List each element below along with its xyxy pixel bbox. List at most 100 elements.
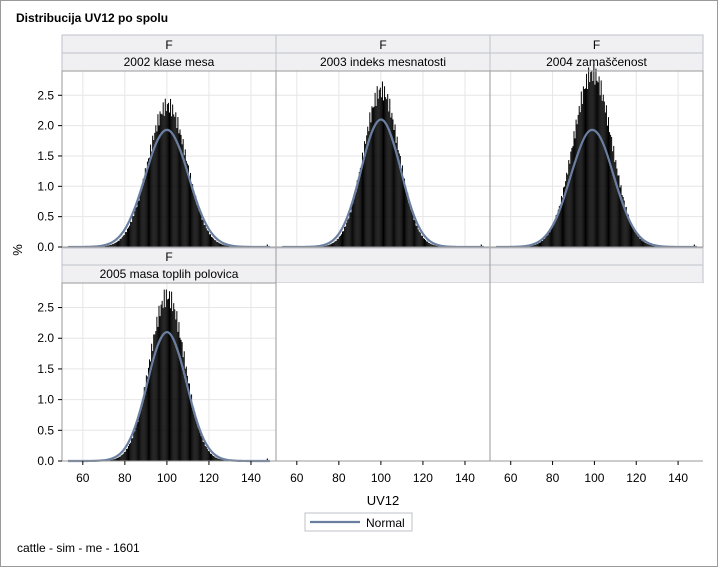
panel-2-bar [415,225,417,247]
panel-1-bar [192,184,194,247]
panel-2-bar [333,242,335,247]
panel-1-bar [225,245,227,247]
panel-3-bar [611,136,613,247]
panel-4-bar [188,383,190,461]
panel-3-bar [563,187,565,247]
panel-4-bar [266,458,268,461]
panel-3-bar [533,244,535,247]
panel-4-bar [170,308,172,461]
panel-3-bar [637,236,639,247]
panel-3-bar [578,106,580,247]
panel-3-bar [556,214,558,247]
panel-3-bar [629,222,631,247]
y-tick-label: 2.0 [37,119,54,133]
panel-1-bar [135,207,137,247]
panel-3-bar [613,145,615,247]
panel-4-bar [186,375,188,461]
panel-2-bar [392,119,394,247]
panel-4-bar [126,448,128,461]
panel-12-sex-header [275,247,491,266]
panel-13-trait-header [489,264,704,284]
panel-2-bar [406,192,408,247]
panel-3-bar [610,134,612,247]
panel-3-bar [616,168,618,247]
panel-4-bar [130,442,132,461]
panel-1-bar [172,104,174,247]
panel-2-bar [421,235,423,247]
panel-3-bar [646,243,648,247]
panel-2-bar [428,242,430,247]
panel-3-bar [560,195,562,247]
panel-3-bar [590,72,592,247]
panel-3-bar [545,237,547,247]
panel-2-bar [378,89,380,248]
panel-1-bar [162,102,164,248]
panel-3-bar [588,67,590,247]
panel-2-bar [345,226,347,247]
panel-2-bar [400,168,402,247]
panel-1-bar [206,230,208,247]
panel-2-bar [431,244,433,247]
panel-2-bar [337,238,339,247]
panel-4-bar [204,445,206,461]
panel-3-bar [601,100,603,247]
panel-3-bar [641,240,643,247]
panel-1-bar [126,228,128,247]
panel-2-bar [330,244,332,247]
panel-1-bar [123,235,125,247]
panel-2-bar [420,235,422,247]
panel-2-bar [372,107,374,247]
panel-2-bar [346,222,348,247]
panel-1-bar [155,125,157,247]
panel-1-bar [139,191,141,247]
panel-2-bar [435,245,437,247]
x-tick-label: 120 [626,471,646,485]
panel-2-bar [359,167,361,247]
panel-1-bar [164,98,166,247]
panel-3-bar [550,228,552,247]
panel-1-bar [223,245,225,247]
panel-4-bar [174,309,176,461]
panel-1-bar [170,98,172,248]
y-tick-label: 1.5 [37,149,54,163]
panel-13-sex-header [489,247,704,266]
y-tick-label: 0.5 [37,423,54,437]
panel-12-trait-header [275,264,491,284]
panel-1-bar [150,144,152,247]
panel-2-bar [409,201,411,247]
panel-2-bar [418,231,420,247]
panel-3-bar [567,174,569,247]
panel-3-bar [638,236,640,247]
panel-1-bar [194,195,196,247]
panel-4-bar [218,458,220,461]
panel-1-bar [221,244,223,247]
panel-1-bar [201,219,203,247]
panel-4-bar [159,316,161,461]
x-tick-label: 140 [455,471,475,485]
panel-1-bar [226,245,228,247]
panel-2-bar [416,226,418,247]
panel-2-bar [371,106,373,247]
panel-4-bar [145,375,147,461]
panel-2-bar [425,240,427,247]
panel-4-bar [150,361,152,461]
panel-1-bar [112,243,114,247]
panel-4-bar [114,459,116,461]
panel-4-bar [175,319,177,461]
panel-2-bar [380,97,382,248]
panel-1-sex-label: F [165,38,172,52]
panel-1-bar [169,112,171,247]
panel-3-plot-frame [489,70,704,248]
panel-1-bar [116,242,118,247]
panel-1-bar [173,114,175,247]
panel-1-bar [188,176,190,247]
panel-1-bar [140,190,142,247]
panel-2-bar [427,241,429,247]
panel-4-bar [112,459,114,461]
panel-2-bar [376,86,378,247]
panel-4-bar [179,337,181,461]
panel-3-bar [576,124,578,247]
panel-2-bar [402,179,404,247]
panel-4-bar [113,459,115,461]
panel-1-bar [227,245,229,247]
